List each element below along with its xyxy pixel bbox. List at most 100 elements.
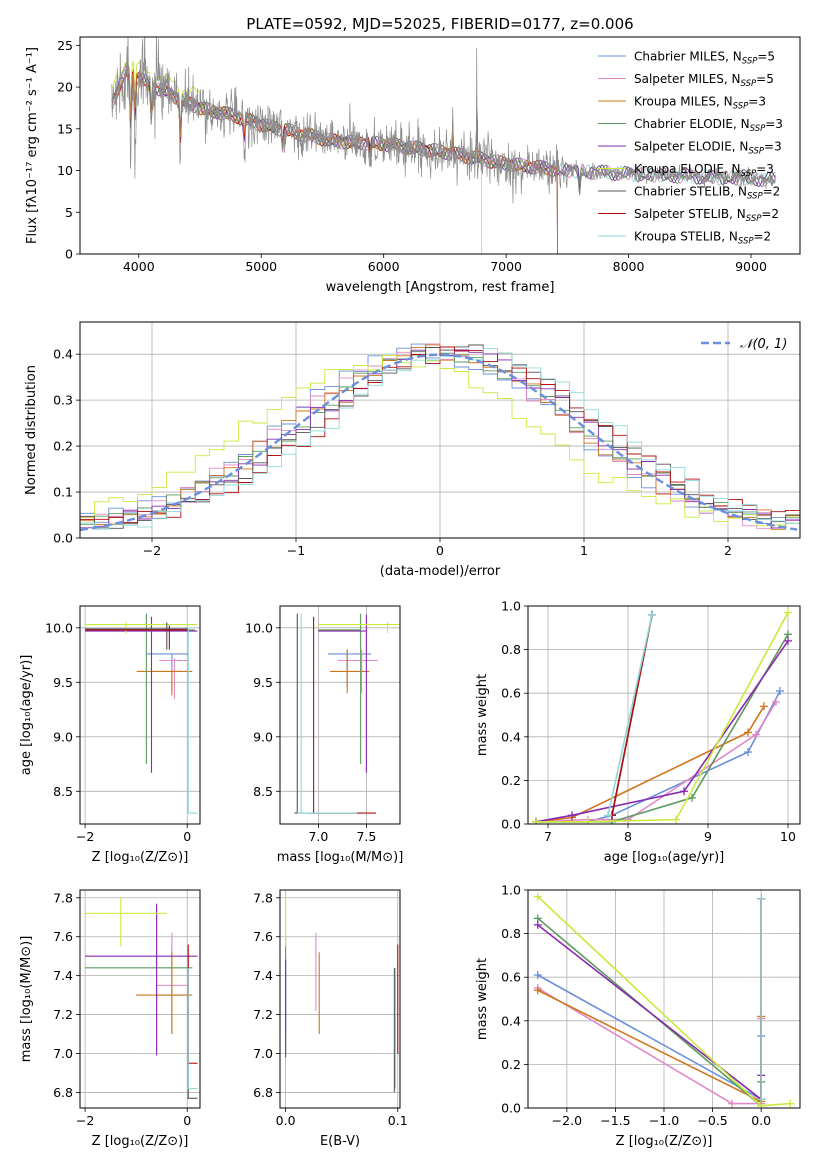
axes-frame bbox=[79, 889, 201, 1109]
marker-chabrier_miles bbox=[744, 748, 752, 757]
marker-salpeter_elodie bbox=[568, 811, 576, 820]
histogram-kroupa_stelib bbox=[80, 347, 800, 530]
y-tick-label: 1.0 bbox=[501, 883, 521, 898]
y-tick-label: 7.0 bbox=[253, 1046, 273, 1061]
series-line-kroupa_stelib bbox=[607, 614, 653, 816]
y-tick-label: 9.0 bbox=[53, 729, 73, 744]
x-axis-label: mass [log₁₀(M/M⊙)] bbox=[277, 850, 404, 865]
legend-entry-name: Chabrier MILES, N bbox=[634, 50, 742, 64]
legend-entry-tail: =3 bbox=[748, 95, 766, 109]
x-axis-label: Z [log₁₀(Z/Z⊙)] bbox=[92, 850, 189, 865]
spectrum-axes: 4000 5000 6000 7000 8000 9000 0 5 10 15 20 25 wavele… bbox=[25, 38, 767, 295]
y-tick-label: 8.5 bbox=[253, 784, 273, 799]
x-tick-label: 0 bbox=[436, 543, 444, 558]
x-tick-label: 10 bbox=[780, 829, 796, 844]
x-tick-label: −2 bbox=[143, 543, 161, 558]
x-tick-label: 0.0 bbox=[751, 1113, 771, 1128]
y-axis-label: mass weight bbox=[475, 958, 490, 1040]
y-tick-label: 7.8 bbox=[53, 890, 73, 905]
marker-salpeter_elodie bbox=[533, 920, 542, 929]
y-tick-label: 9.5 bbox=[253, 675, 273, 690]
marker-kroupa_stelib bbox=[604, 811, 612, 820]
x-axis-label: (data-model)/error bbox=[380, 564, 501, 579]
marker-salpeter_miles bbox=[772, 697, 780, 706]
y-tick-label: 0.8 bbox=[501, 642, 521, 657]
x-tick-label: 0.1 bbox=[388, 1113, 408, 1128]
legend-entry-name: Kroupa ELODIE, N bbox=[634, 162, 741, 176]
marker-chabrier_miles bbox=[776, 687, 784, 696]
y-axis-label: mass weight bbox=[475, 674, 490, 756]
y-tick-label: 7.0 bbox=[53, 1046, 73, 1061]
y-tick-label: 15 bbox=[57, 121, 73, 136]
histogram-salpeter_stelib bbox=[80, 346, 800, 523]
marker-chabrier_elodie bbox=[688, 793, 696, 802]
residual-legend: 𝒩(0, 1) bbox=[701, 337, 787, 352]
x-tick-label: 7.5 bbox=[356, 829, 376, 844]
y-tick-label: 0.0 bbox=[501, 1101, 521, 1116]
y-tick-label: 7.6 bbox=[53, 929, 73, 944]
mass_vs_Z-errorbars bbox=[85, 897, 198, 1099]
y-tick-label: 25 bbox=[57, 38, 73, 53]
massweight_vs_age-axes: 7 8 9 10 0.0 0.2 0.4 0.6 0.8 1.0 age [log₁₀(age/yr… bbox=[475, 599, 800, 865]
y-axis-label: Flux [fλ10⁻¹⁷ erg cm⁻² s⁻¹ A⁻¹] bbox=[25, 47, 40, 244]
marker-kroupa_stelib bbox=[648, 610, 656, 619]
legend-entry-sub: SSP bbox=[741, 79, 757, 89]
legend-entry-chabrier_miles: Chabrier MILES, NSSP=5 bbox=[634, 50, 775, 67]
y-axis-label: Normed distribution bbox=[24, 365, 39, 495]
legend-entry-name: Kroupa STELIB, N bbox=[634, 230, 738, 244]
x-tick-label: 9000 bbox=[735, 259, 767, 274]
x-tick-label: −1.5 bbox=[600, 1113, 630, 1128]
y-tick-label: 7.2 bbox=[53, 1007, 73, 1022]
mass_vs_ebv-axes: 0.0 0.1 6.8 7.0 7.2 7.4 7.6 7.8 E(B-V) bbox=[253, 890, 408, 1149]
axes-frame bbox=[79, 605, 201, 825]
x-tick-label: −2 bbox=[76, 829, 94, 844]
marker-kroupa_miles bbox=[533, 986, 542, 995]
y-tick-label: 0.3 bbox=[53, 393, 73, 408]
y-tick-label: 6.8 bbox=[253, 1085, 273, 1100]
marker-kroupa_elodie bbox=[584, 817, 592, 824]
marker-kroupa_elodie bbox=[672, 815, 680, 824]
legend-entry-tail: =3 bbox=[756, 162, 774, 176]
y-tick-label: 9.0 bbox=[253, 729, 273, 744]
x-axis-label: E(B-V) bbox=[320, 1134, 360, 1149]
age_vs_mass-errorbars bbox=[294, 613, 400, 814]
x-tick-label: 8 bbox=[624, 829, 632, 844]
x-tick-label: −1.0 bbox=[649, 1113, 679, 1128]
marker-kroupa_elodie bbox=[533, 892, 542, 901]
y-tick-label: 0.2 bbox=[501, 773, 521, 788]
mass_vs_ebv-errorbars bbox=[285, 897, 399, 1093]
y-tick-label: 7.4 bbox=[53, 968, 73, 983]
spectrum-lines bbox=[111, 37, 776, 254]
y-tick-label: 7.4 bbox=[253, 968, 273, 983]
x-tick-label: −2 bbox=[76, 1113, 94, 1128]
legend-entry-salpeter_miles: Salpeter MILES, NSSP=5 bbox=[634, 72, 774, 89]
legend-entry-sub: SSP bbox=[733, 102, 749, 112]
legend-entry-sub: SSP bbox=[738, 237, 754, 247]
age_vs_Z-errorbars bbox=[85, 613, 198, 814]
gaussian-curve bbox=[80, 353, 798, 532]
legend-entry-tail: =3 bbox=[764, 140, 782, 154]
axes-frame bbox=[527, 889, 801, 1109]
series-line-salpeter_elodie bbox=[537, 924, 762, 1101]
legend-entry-salpeter_stelib: Salpeter STELIB, NSSP=2 bbox=[634, 207, 779, 224]
x-tick-label: 4000 bbox=[123, 259, 155, 274]
legend-entry-name: Chabrier ELODIE, N bbox=[634, 117, 750, 131]
legend-entry-kroupa_stelib: Kroupa STELIB, NSSP=2 bbox=[634, 230, 771, 247]
legend-entry-chabrier_elodie: Chabrier ELODIE, NSSP=3 bbox=[634, 117, 783, 134]
axes-frame bbox=[527, 605, 801, 825]
y-tick-label: 0.2 bbox=[501, 1057, 521, 1072]
legend-entry-tail: =5 bbox=[757, 50, 775, 64]
y-tick-label: 7.2 bbox=[253, 1007, 273, 1022]
legend-entry-tail: =2 bbox=[763, 185, 781, 199]
legend-entry-kroupa_miles: Kroupa MILES, NSSP=3 bbox=[634, 95, 766, 112]
y-tick-label: 0 bbox=[65, 247, 73, 262]
legend-entry-gaussian: 𝒩(0, 1) bbox=[740, 337, 787, 352]
y-tick-label: 0.2 bbox=[53, 439, 73, 454]
x-axis-label: Z [log₁₀(Z/Z⊙)] bbox=[616, 1134, 713, 1149]
legend-entry-name: Salpeter ELODIE, N bbox=[634, 140, 748, 154]
y-tick-label: 7.6 bbox=[253, 929, 273, 944]
mass_vs_Z-axes: −2 0 6.8 7.0 7.2 7.4 7.6 7.8 Z [log₁₀(Z/Z⊙)] mass… bbox=[19, 890, 200, 1149]
age_vs_Z-axes: −2 0 8.5 9.0 9.5 10.0 Z [log₁₀(Z/Z⊙)] age [log₁… bbox=[19, 606, 200, 865]
x-tick-label: 2 bbox=[724, 543, 732, 558]
